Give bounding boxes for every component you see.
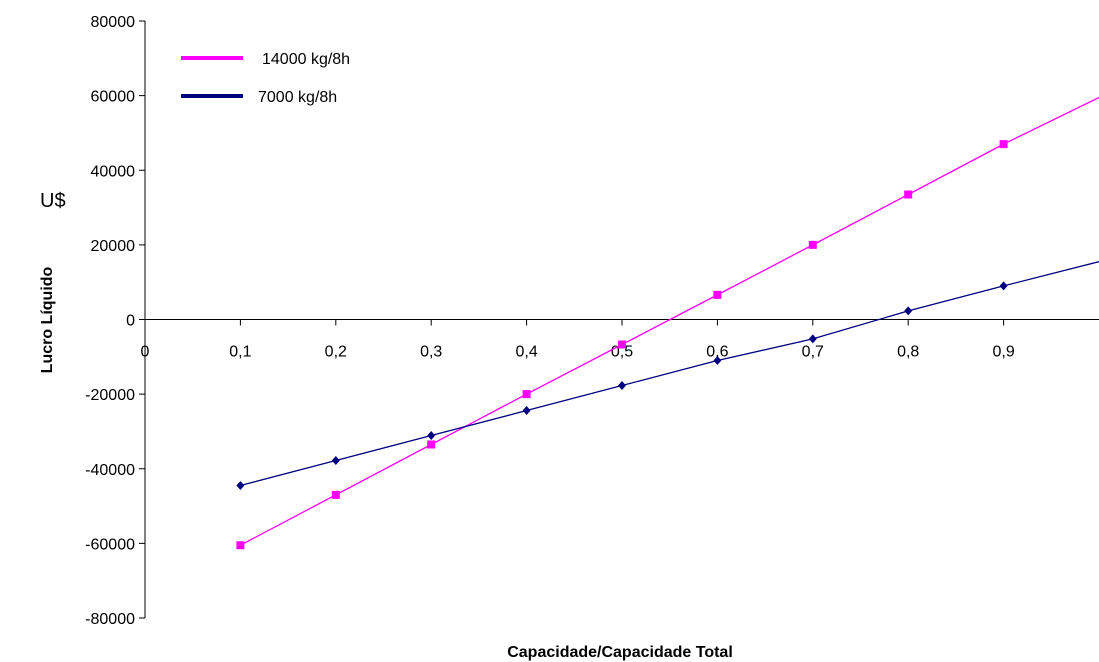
series-line-1 <box>240 261 1099 487</box>
series-0-point <box>904 190 913 199</box>
series-line-0 <box>240 96 1099 546</box>
x-tick-label: 0,6 <box>706 344 728 361</box>
series-1-point <box>236 481 245 491</box>
y-tick-label: 20000 <box>91 238 136 255</box>
series-1-point <box>522 406 531 416</box>
y-tick-label: 40000 <box>91 163 136 180</box>
y-tick-label: 60000 <box>91 89 136 106</box>
x-tick-label: 0,4 <box>515 344 537 361</box>
y-unit-label: U$ <box>40 190 66 212</box>
x-tick-label: 0,8 <box>897 344 919 361</box>
chart-legend: 14000 kg/8h 7000 kg/8h <box>181 51 350 106</box>
series-0-point <box>427 440 436 449</box>
x-tick-label: 0,9 <box>992 344 1014 361</box>
series-1-point <box>618 381 626 391</box>
y-tick-label: -40000 <box>85 462 135 479</box>
series-1-point <box>904 306 913 316</box>
series-0-point <box>999 140 1008 149</box>
x-tick-label: 0,1 <box>229 344 251 361</box>
legend-label-7000: 7000 kg/8h <box>258 89 337 106</box>
y-tick-label: -20000 <box>85 387 135 404</box>
series-1-point <box>331 456 340 466</box>
series-1-point <box>713 356 722 366</box>
series-0-point <box>236 541 245 550</box>
series-0-point <box>331 490 340 499</box>
x-tick-label: 0,2 <box>325 344 347 361</box>
x-axis-title: Capacidade/Capacidade Total <box>507 644 733 661</box>
x-tick-label: 0,7 <box>802 344 824 361</box>
series-0-point <box>808 240 817 249</box>
y-tick-label: 80000 <box>91 14 136 31</box>
y-tick-label: 0 <box>126 313 135 330</box>
chart-tick-labels: 80000 60000 40000 20000 0 -20000 -40000 -60000 -… <box>85 14 1015 628</box>
x-tick-label: 0 <box>141 344 150 361</box>
series-1-point <box>999 281 1008 291</box>
y-tick-label: -60000 <box>85 536 135 553</box>
chart-series <box>236 96 1099 550</box>
series-0-point <box>713 290 722 299</box>
series-0-point <box>618 340 626 349</box>
series-1-point <box>427 431 436 441</box>
y-axis-title: Lucro Líquido <box>39 266 56 373</box>
y-tick-label: -80000 <box>85 611 135 628</box>
legend-label-14000: 14000 kg/8h <box>262 51 350 68</box>
series-0-point <box>522 390 531 399</box>
x-tick-label: 0,3 <box>420 344 442 361</box>
chart-axes <box>139 20 1099 619</box>
series-1-point <box>808 334 817 344</box>
